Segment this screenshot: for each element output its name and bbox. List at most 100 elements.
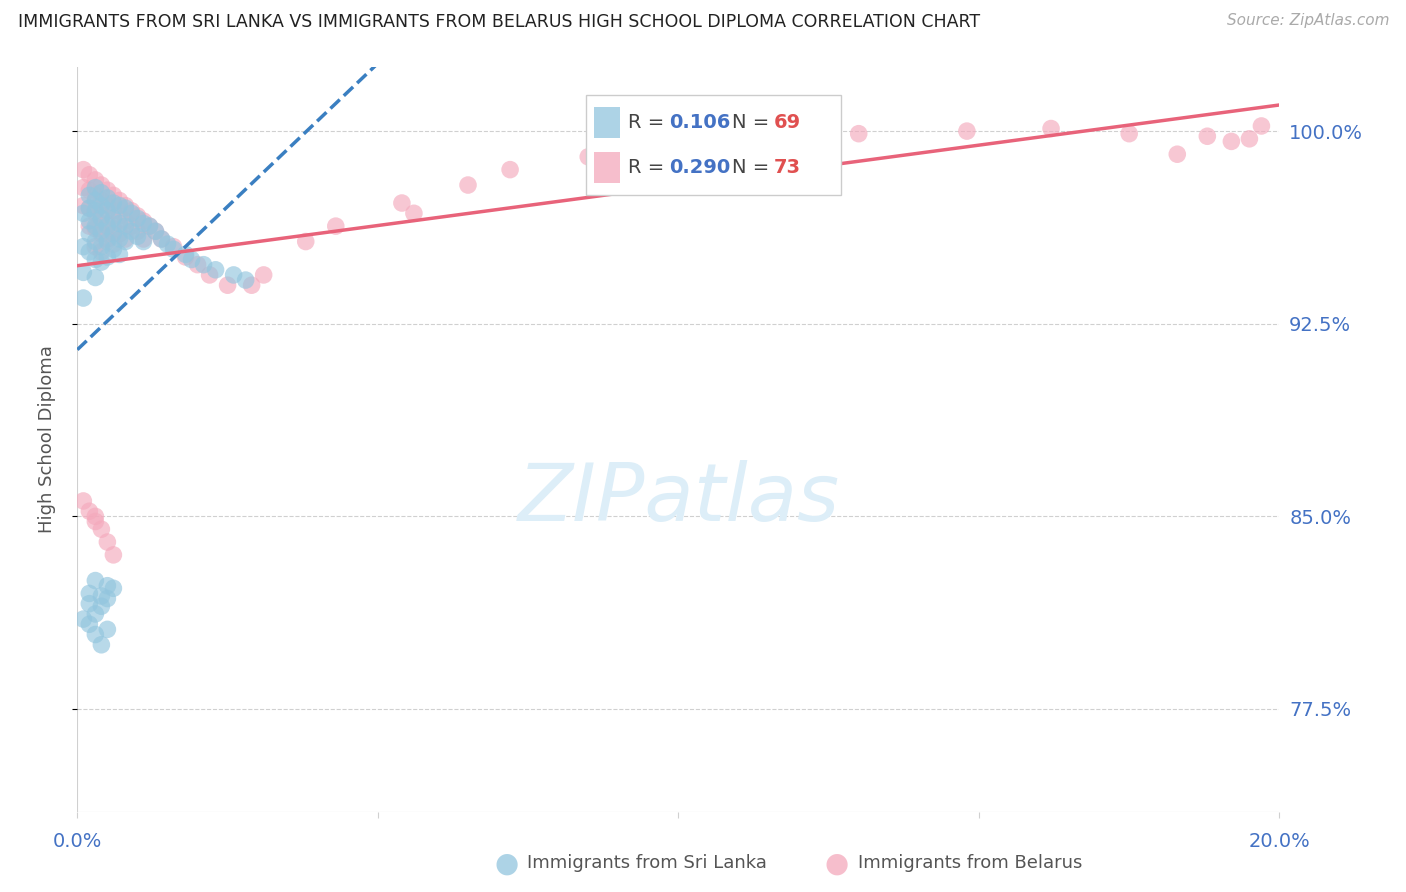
Point [114,235,136,249]
Point [240,278,263,293]
Point [253,268,276,282]
Point [90,244,112,259]
Point [103,211,125,226]
Point [79,244,101,259]
Text: 73: 73 [773,158,800,177]
Point [162,242,184,256]
Text: ●: ● [824,849,849,878]
Point [132,232,155,246]
Point [1118,127,1140,141]
Point [103,203,125,218]
Point [84,270,107,285]
Text: Immigrants from Sri Lanka: Immigrants from Sri Lanka [527,855,768,872]
Point [120,206,142,220]
Point [576,150,599,164]
Point [180,252,202,267]
Point [90,194,112,208]
Point [499,162,522,177]
Point [758,129,780,144]
Point [79,201,101,215]
Point [72,162,94,177]
Point [187,258,209,272]
Point [84,627,107,641]
Point [84,173,107,187]
Point [72,198,94,212]
Point [96,235,118,249]
Point [72,291,94,305]
Point [222,268,245,282]
Point [72,265,94,279]
Point [132,217,155,231]
Point [114,214,136,228]
Point [162,240,184,254]
Point [156,237,179,252]
Point [108,247,131,261]
Point [235,273,257,287]
Point [138,219,160,234]
Point [294,235,316,249]
Text: 69: 69 [773,113,800,132]
Point [90,198,112,212]
Point [132,214,155,228]
Text: Immigrants from Belarus: Immigrants from Belarus [858,855,1083,872]
Point [90,599,112,614]
Point [90,240,112,254]
Point [84,574,107,588]
Point [72,240,94,254]
Text: 0.290: 0.290 [669,158,731,177]
Point [174,250,197,264]
Point [79,219,101,234]
Point [79,597,101,611]
Point [84,194,107,208]
Point [120,203,142,218]
Point [90,211,112,226]
Point [150,232,173,246]
Point [96,191,118,205]
Point [103,582,125,596]
Point [193,258,215,272]
Point [198,268,221,282]
Point [1166,147,1188,161]
Text: Source: ZipAtlas.com: Source: ZipAtlas.com [1226,13,1389,29]
Point [127,229,149,244]
Point [79,227,101,241]
Point [108,194,131,208]
Point [108,232,131,246]
Point [127,224,149,238]
Point [1250,119,1272,133]
Point [84,206,107,220]
Point [1197,129,1219,144]
Point [96,198,118,212]
Point [90,227,112,241]
Point [79,201,101,215]
Point [391,196,413,211]
Point [204,262,226,277]
Text: 20.0%: 20.0% [1249,832,1310,851]
Point [96,232,118,246]
Point [1040,121,1063,136]
Point [84,240,107,254]
Text: N =: N = [731,158,775,177]
Text: ZIPatlas: ZIPatlas [517,460,839,538]
Point [90,255,112,269]
Point [79,188,101,202]
Text: 0.106: 0.106 [669,113,731,132]
Point [96,579,118,593]
Text: N =: N = [731,113,775,132]
Point [120,224,142,238]
Point [96,623,118,637]
Point [90,638,112,652]
Point [84,607,107,621]
Point [217,278,239,293]
Bar [593,107,620,137]
Point [138,219,160,234]
Point [145,224,167,238]
Point [96,183,118,197]
Point [79,504,101,518]
Bar [593,153,620,183]
Point [79,168,101,182]
Point [84,180,107,194]
Point [457,178,479,192]
Point [127,209,149,223]
Point [84,515,107,529]
